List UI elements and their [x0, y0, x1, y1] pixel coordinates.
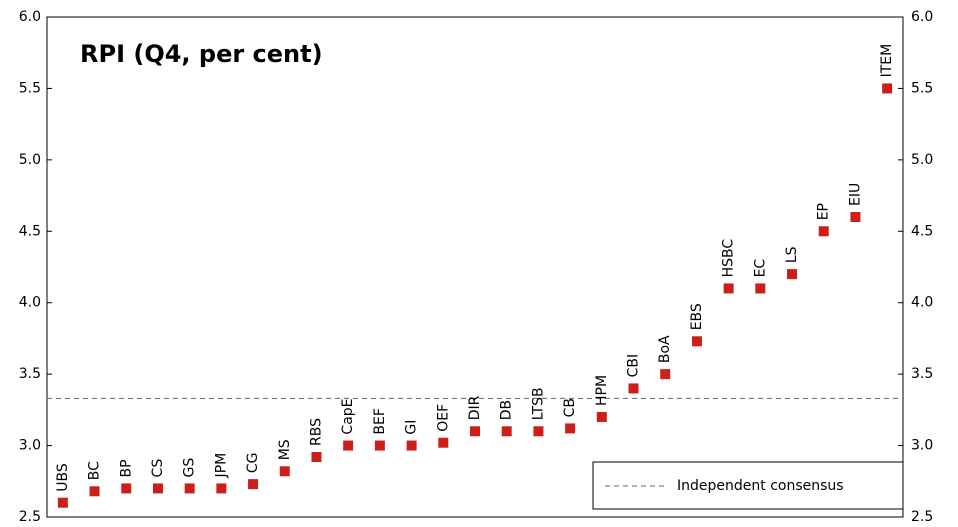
- dot: [501, 426, 512, 437]
- point-label: DIR: [467, 395, 483, 420]
- dot: [184, 483, 195, 494]
- y-tick-label: 4.5: [19, 223, 41, 239]
- point-label: GS: [182, 458, 198, 478]
- dot: [818, 226, 829, 237]
- y-tick-label: 3.5: [19, 366, 41, 382]
- y2-tick-label: 5.0: [911, 152, 933, 168]
- point-label: BP: [118, 459, 134, 477]
- point-label: OEF: [435, 404, 451, 432]
- dot: [374, 440, 385, 451]
- point-label: CS: [150, 459, 166, 478]
- point-label: GI: [404, 420, 420, 435]
- dot: [787, 269, 798, 280]
- y2-tick-label: 5.5: [911, 80, 933, 96]
- legend-label: Independent consensus: [677, 478, 844, 494]
- dot: [691, 336, 702, 347]
- y2-tick-label: 2.5: [911, 509, 933, 525]
- point-label: BC: [87, 461, 103, 480]
- point-label: DB: [499, 400, 515, 420]
- point-label: BoA: [657, 335, 673, 363]
- dot: [470, 426, 480, 437]
- dot: [882, 83, 893, 94]
- point-label: HPM: [594, 375, 610, 406]
- point-label: UBS: [55, 463, 71, 492]
- dot: [311, 452, 322, 462]
- y-tick-label: 2.5: [19, 509, 41, 525]
- y-tick-label: 6.0: [19, 9, 41, 25]
- y-tick-label: 4.0: [19, 295, 41, 311]
- dot: [596, 412, 607, 422]
- dot: [850, 212, 861, 222]
- point-label: EC: [752, 259, 768, 278]
- dot: [406, 440, 417, 451]
- point-label: EP: [816, 203, 832, 220]
- dot: [533, 426, 544, 437]
- point-label: EIU: [847, 183, 863, 206]
- point-label: LTSB: [530, 387, 546, 420]
- dot: [660, 369, 671, 380]
- dot: [438, 437, 449, 448]
- point-label: BEF: [372, 408, 388, 435]
- point-label: MS: [277, 439, 293, 460]
- dot: [343, 440, 354, 451]
- y-tick-label: 5.0: [19, 152, 41, 168]
- dot: [57, 497, 68, 508]
- dot: [755, 283, 766, 294]
- dot: [628, 383, 639, 394]
- y-tick-label: 3.0: [19, 438, 41, 454]
- dot: [279, 466, 290, 477]
- point-label: CapE: [340, 398, 356, 434]
- y2-tick-label: 6.0: [911, 9, 933, 25]
- point-label: EBS: [689, 303, 705, 330]
- point-label: CB: [562, 398, 578, 417]
- point-label: CBI: [626, 354, 642, 378]
- y2-tick-label: 4.0: [911, 295, 933, 311]
- dot: [121, 483, 132, 494]
- dot: [723, 283, 734, 294]
- y2-tick-label: 4.5: [911, 223, 933, 239]
- point-label: HSBC: [721, 239, 737, 278]
- point-label: JPM: [213, 453, 229, 479]
- dot: [152, 483, 163, 494]
- dot: [565, 423, 576, 434]
- point-label: CG: [245, 453, 261, 474]
- chart-title: RPI (Q4, per cent): [80, 40, 323, 68]
- plot-frame: [46, 16, 904, 518]
- point-label: LS: [784, 246, 800, 263]
- y2-tick-label: 3.0: [911, 438, 933, 454]
- y2-tick-label: 3.5: [911, 366, 933, 382]
- y-tick-label: 5.5: [19, 80, 41, 96]
- dot: [216, 483, 227, 494]
- dot: [89, 486, 100, 497]
- dot: [248, 479, 259, 490]
- point-label: ITEM: [879, 44, 895, 78]
- point-label: RBS: [308, 418, 324, 446]
